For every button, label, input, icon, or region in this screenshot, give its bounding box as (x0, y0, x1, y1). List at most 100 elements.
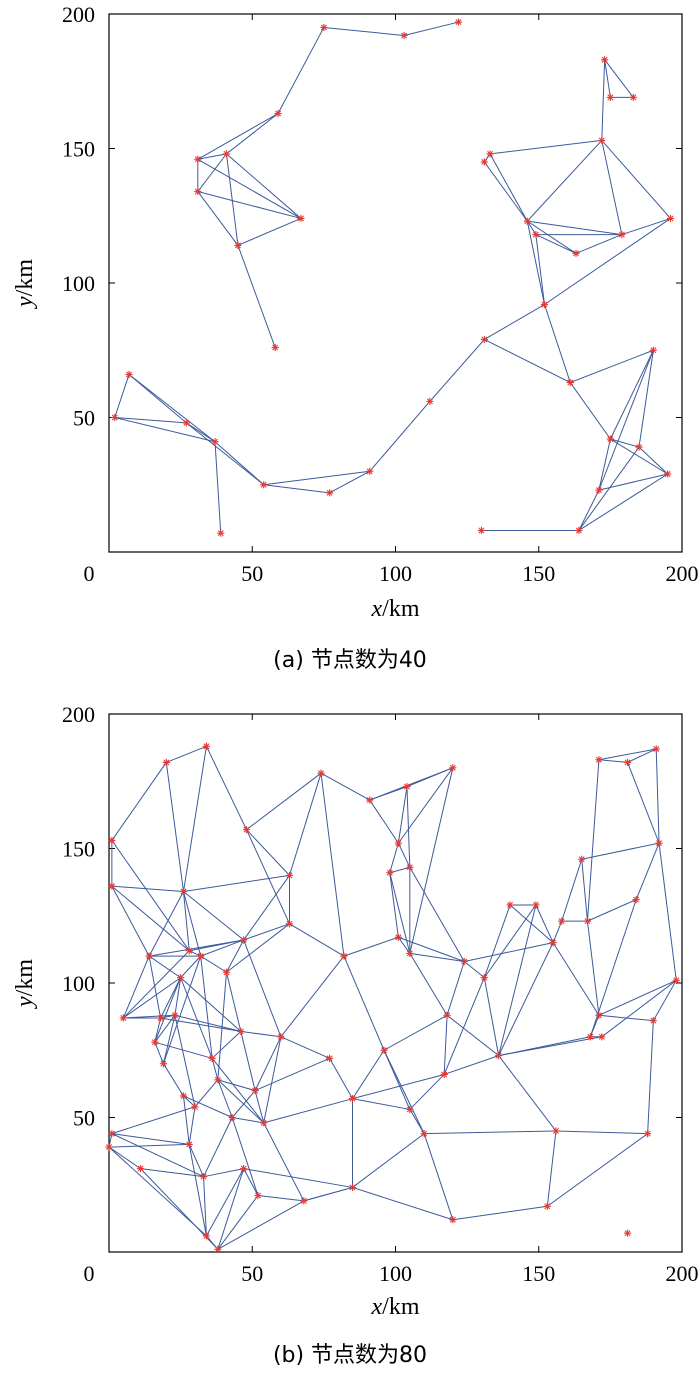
network-edge (217, 1079, 256, 1092)
network-node (222, 968, 231, 976)
network-node (649, 346, 657, 354)
network-node (348, 1095, 357, 1103)
chart-a-xtick-label: 200 (666, 561, 699, 586)
network-edge (263, 1098, 353, 1124)
network-node (532, 230, 540, 239)
network-edge (205, 1168, 245, 1237)
network-edge (188, 1144, 205, 1177)
network-edge (203, 1168, 244, 1178)
network-node (644, 1130, 652, 1138)
network-edge (154, 1017, 162, 1043)
network-edge (240, 1030, 281, 1038)
network-edge (627, 762, 660, 844)
network-node (326, 1054, 334, 1062)
network-node (108, 882, 116, 890)
network-node (394, 839, 402, 847)
network-node (197, 952, 205, 960)
chart-b-ytick-label: 100 (62, 971, 95, 996)
network-edge (655, 748, 660, 844)
network-edge (197, 153, 227, 192)
network-edge (409, 867, 465, 962)
network-edge (575, 234, 623, 254)
network-edge (452, 1205, 548, 1221)
network-edge (397, 767, 454, 844)
network-edge (323, 26, 405, 37)
network-node (271, 343, 279, 352)
network-node (240, 1165, 248, 1173)
network-edge (463, 961, 485, 979)
network-edge (610, 438, 640, 448)
network-node (191, 1103, 199, 1111)
network-edge (162, 955, 202, 1064)
network-edge (257, 1195, 304, 1202)
network-edge (604, 59, 634, 98)
network-node (632, 896, 640, 904)
network-node (260, 481, 268, 489)
network-edge (165, 762, 184, 892)
chart-b-y-axis-label: y/km (12, 959, 38, 1009)
network-node (340, 952, 348, 960)
network-edge (174, 1015, 196, 1107)
network-edge (111, 885, 184, 893)
network-edge (289, 923, 345, 957)
network-node (606, 435, 614, 443)
network-node (506, 901, 514, 909)
network-edge (111, 840, 190, 952)
network-edge (243, 1168, 353, 1188)
network-edge (197, 113, 279, 160)
chart-b-xtick-label: 150 (522, 1261, 555, 1286)
network-edge (217, 1079, 233, 1118)
network-edge (638, 446, 669, 475)
network-edge (570, 349, 654, 383)
network-edge (226, 153, 302, 219)
network-edge (389, 872, 411, 954)
network-node (595, 486, 603, 494)
chart-a-xtick-label: 50 (241, 561, 263, 586)
network-edge (483, 904, 511, 978)
network-edge (263, 1036, 282, 1123)
network-edge (217, 1200, 305, 1250)
network-edge (343, 955, 385, 1051)
network-node (202, 742, 211, 750)
network-edge (610, 438, 668, 475)
network-edge (205, 746, 247, 830)
network-edge (352, 1133, 425, 1188)
network-edge (254, 1057, 330, 1092)
network-node (179, 1092, 188, 1100)
network-edge (581, 859, 588, 922)
network-edge (225, 153, 239, 246)
network-edge (369, 799, 399, 844)
network-edge (246, 829, 290, 925)
network-edge (111, 885, 150, 957)
network-edge (489, 139, 602, 155)
network-node (145, 952, 153, 960)
network-edge (546, 1130, 557, 1207)
network-edge (389, 872, 399, 938)
network-edge (114, 374, 130, 418)
network-edge (409, 1074, 445, 1110)
network-node (274, 109, 282, 118)
network-node (406, 863, 414, 871)
network-edge (535, 234, 545, 305)
network-edge (214, 441, 222, 534)
network-edge (444, 1055, 499, 1075)
network-edge (114, 417, 216, 443)
network-edge (280, 1036, 330, 1059)
chart-b-edges (108, 745, 677, 1250)
network-edge (160, 977, 182, 1019)
network-edge (498, 1055, 557, 1132)
network-node (664, 470, 672, 478)
network-edge (111, 1106, 196, 1135)
network-edge (598, 350, 654, 491)
network-edge (552, 942, 600, 1016)
network-edge (544, 218, 671, 305)
network-node (449, 1216, 457, 1224)
network-edge (555, 1130, 648, 1135)
network-node (477, 526, 486, 535)
network-chart-a: 0 50 100 150 200 50 100 150 200 x/km y/km (a) 节点数为4… (12, 2, 699, 673)
network-edge (403, 21, 459, 37)
network-node (635, 443, 643, 451)
network-node (211, 438, 219, 446)
network-edge (166, 745, 207, 763)
network-node (185, 947, 193, 955)
